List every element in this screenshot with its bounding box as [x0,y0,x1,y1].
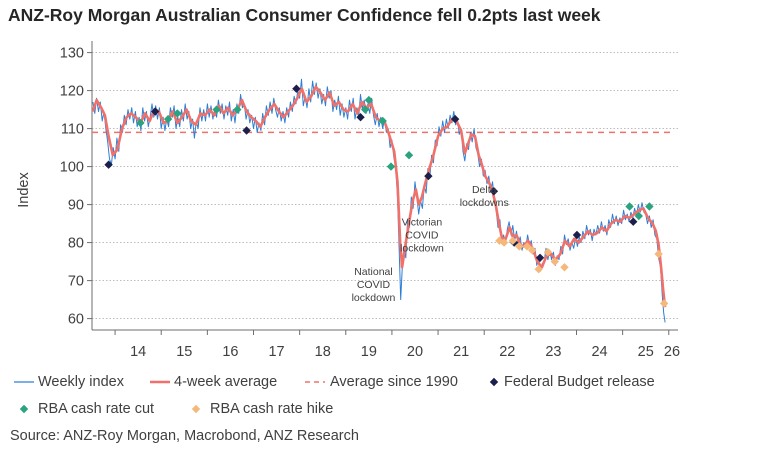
rate-cut-marker [364,95,374,105]
budget-marker [242,126,251,135]
budget-marker [292,84,301,93]
y-tick-label: 60 [68,312,84,328]
rate-hike-marker [550,257,560,266]
rate-cut-marker [136,118,145,128]
x-tick-label: 15 [176,344,192,360]
x-tick-label: 26 [664,344,680,360]
annotation-line: Victorian [402,217,443,229]
annotation-line: lockdown [352,292,396,304]
x-tick-label: 17 [268,344,284,360]
four-week-average-line [91,85,667,308]
rate-cut-marker [404,151,414,160]
rate-hike-marker [659,299,669,308]
y-tick-label: 110 [61,122,84,138]
y-axis: 60 70 80 90 100 110 120 130 [60,41,93,330]
legend-cut-swatch [19,404,29,414]
rate-hike-marker [508,236,518,245]
legend-hike-label: RBA cash rate hike [210,401,333,417]
x-tick-label: 22 [499,344,515,360]
annotation-line: COVID [405,230,439,242]
legend-hike-swatch [191,404,201,414]
annotation-line: National [354,266,393,278]
annotation-label: Delta lockdowns [460,184,509,209]
x-tick-label: 18 [315,344,331,360]
event-markers [104,84,669,308]
budget-marker [535,253,545,262]
rate-hike-marker [534,265,543,274]
rate-cut-marker [163,114,173,124]
annotation-line: COVID [357,279,391,291]
budget-marker [151,107,160,116]
rate-cut-marker [378,116,387,126]
budget-marker [572,230,582,240]
annotation-line: lockdown [400,243,444,255]
y-tick-label: 130 [60,46,84,62]
x-tick-label: 20 [407,344,423,360]
rate-cut-marker [173,109,182,118]
legend-avg4-label: 4-week average [174,374,277,390]
budget-marker [450,114,460,124]
annotation-line: lockdowns [460,197,509,209]
rate-cut-marker [386,162,396,171]
rate-cut-marker [212,105,221,114]
legend-budget-label: Federal Budget release [504,374,655,390]
x-axis: 14 15 16 17 18 19 20 21 22 23 24 25 26 [92,329,680,360]
y-tick-label: 100 [60,160,84,176]
source-note: Source: ANZ-Roy Morgan, Macrobond, ANZ R… [10,428,359,444]
y-tick-label: 120 [60,84,84,100]
rate-hike-marker [515,242,524,251]
four-week-average-series [91,85,667,308]
x-tick-label: 25 [638,344,654,360]
budget-marker [489,187,499,196]
annotation-line: Delta [472,184,497,196]
rate-cut-marker [360,105,370,114]
legend: Weekly index 4-week average Average since … [14,374,655,417]
x-tick-label: 21 [453,344,469,360]
legend-avg1990-label: Average since 1990 [330,374,458,390]
x-tick-label: 14 [130,344,146,360]
legend-budget-swatch [489,377,499,387]
rate-hike-marker [654,249,663,259]
rate-hike-marker [499,238,509,247]
rate-cut-marker [645,202,654,211]
x-tick-label: 19 [361,344,377,360]
chart-title: ANZ-Roy Morgan Australian Consumer Confi… [8,5,601,25]
legend-cut-label: RBA cash rate cut [38,401,154,417]
y-axis-label: Index [16,172,32,208]
budget-marker [356,113,365,122]
legend-weekly-label: Weekly index [38,374,125,390]
x-tick-label: 16 [222,344,238,360]
budget-marker [104,160,113,169]
rate-hike-marker [543,247,553,257]
rate-hike-marker [560,263,569,272]
rate-hike-marker [522,242,532,251]
x-tick-label: 23 [545,344,561,360]
rate-cut-marker [625,202,634,211]
budget-marker [629,217,638,226]
y-tick-label: 70 [68,274,84,290]
y-tick-label: 80 [68,236,84,252]
rate-cut-marker [634,211,643,221]
rate-cut-marker [233,105,242,114]
annotation-label: National COVID lockdown [352,266,396,304]
x-tick-label: 24 [591,344,607,360]
budget-marker [424,171,433,181]
annotation-label: Victorian COVID lockdown [400,217,444,255]
y-tick-label: 90 [68,198,84,214]
rate-hike-marker [527,246,537,255]
